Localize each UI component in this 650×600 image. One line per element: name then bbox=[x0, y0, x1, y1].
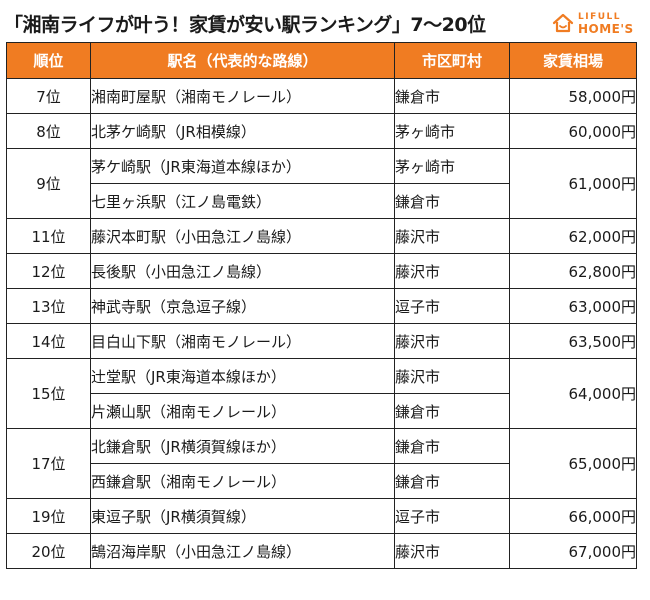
rent-cell: 62,000円 bbox=[509, 218, 637, 254]
city-cell: 逗子市 bbox=[394, 288, 510, 324]
table-row: 12位 長後駅（小田急江ノ島線） 藤沢市 62,800円 bbox=[6, 253, 637, 289]
column-header-city: 市区町村 bbox=[394, 42, 510, 79]
city-cell: 藤沢市 bbox=[394, 218, 510, 254]
rank-cell: 15位 bbox=[6, 358, 91, 429]
column-header-rent: 家賃相場 bbox=[509, 42, 637, 79]
station-cell: 茅ケ崎駅（JR東海道本線ほか） bbox=[90, 148, 395, 184]
city-cell: 藤沢市 bbox=[394, 253, 510, 289]
header: 「湘南ライフが叶う！家賃が安い駅ランキング」7〜20位 LIFULL HOME'… bbox=[0, 0, 650, 46]
table-row: 9位 茅ケ崎駅（JR東海道本線ほか） 茅ヶ崎市 61,000円 bbox=[6, 148, 637, 219]
table-header-row: 順位 駅名（代表的な路線） 市区町村 家賃相場 bbox=[6, 42, 637, 79]
station-cell: 東逗子駅（JR横須賀線） bbox=[90, 498, 395, 534]
column-header-station: 駅名（代表的な路線） bbox=[90, 42, 395, 79]
rent-cell: 63,000円 bbox=[509, 288, 637, 324]
station-cell: 西鎌倉駅（湘南モノレール） bbox=[90, 463, 395, 499]
table-body: 7位 湘南町屋駅（湘南モノレール） 鎌倉市 58,000円 8位 北茅ケ崎駅（JR相模線）… bbox=[6, 78, 637, 569]
rank-cell: 14位 bbox=[6, 323, 91, 359]
city-cell: 茅ヶ崎市 bbox=[394, 148, 510, 184]
table-row: 14位 目白山下駅（湘南モノレール） 藤沢市 63,500円 bbox=[6, 323, 637, 359]
rank-cell: 8位 bbox=[6, 113, 91, 149]
rent-cell: 64,000円 bbox=[509, 358, 637, 429]
station-cell: 片瀬山駅（湘南モノレール） bbox=[90, 393, 395, 429]
logo-text-homes: HOME'S bbox=[578, 22, 634, 36]
city-cell: 鎌倉市 bbox=[394, 78, 510, 114]
rank-cell: 11位 bbox=[6, 218, 91, 254]
table-row: 七里ヶ浜駅（江ノ島電鉄） 鎌倉市 bbox=[7, 183, 637, 219]
city-cell: 逗子市 bbox=[394, 498, 510, 534]
city-cell: 鎌倉市 bbox=[394, 393, 510, 429]
city-cell: 鎌倉市 bbox=[394, 463, 510, 499]
city-cell: 藤沢市 bbox=[394, 358, 510, 394]
city-cell: 藤沢市 bbox=[394, 323, 510, 359]
table-row: 17位 北鎌倉駅（JR横須賀線ほか） 鎌倉市 65,000円 bbox=[6, 428, 637, 499]
rent-cell: 67,000円 bbox=[509, 533, 637, 569]
rent-cell: 62,800円 bbox=[509, 253, 637, 289]
logo-text-lifull: LIFULL bbox=[578, 12, 622, 22]
city-cell: 茅ヶ崎市 bbox=[394, 113, 510, 149]
rank-cell: 20位 bbox=[6, 533, 91, 569]
table-row: 7位 湘南町屋駅（湘南モノレール） 鎌倉市 58,000円 bbox=[6, 78, 637, 114]
station-cell: 北茅ケ崎駅（JR相模線） bbox=[90, 113, 395, 149]
rank-cell: 13位 bbox=[6, 288, 91, 324]
rank-cell: 19位 bbox=[6, 498, 91, 534]
table-row: 8位 北茅ケ崎駅（JR相模線） 茅ヶ崎市 60,000円 bbox=[6, 113, 637, 149]
rent-cell: 63,500円 bbox=[509, 323, 637, 359]
station-cell: 神武寺駅（京急逗子線） bbox=[90, 288, 395, 324]
station-cell: 長後駅（小田急江ノ島線） bbox=[90, 253, 395, 289]
station-cell: 湘南町屋駅（湘南モノレール） bbox=[90, 78, 395, 114]
table-row: 西鎌倉駅（湘南モノレール） 鎌倉市 bbox=[7, 463, 637, 499]
station-cell: 七里ヶ浜駅（江ノ島電鉄） bbox=[90, 183, 395, 219]
table-row: 20位 鵠沼海岸駅（小田急江ノ島線） 藤沢市 67,000円 bbox=[6, 533, 637, 569]
station-cell: 目白山下駅（湘南モノレール） bbox=[90, 323, 395, 359]
page-title: 「湘南ライフが叶う！家賃が安い駅ランキング」7〜20位 bbox=[4, 14, 486, 36]
station-cell: 鵠沼海岸駅（小田急江ノ島線） bbox=[90, 533, 395, 569]
rent-cell: 65,000円 bbox=[509, 428, 637, 499]
column-header-rank: 順位 bbox=[6, 42, 91, 79]
station-cell: 北鎌倉駅（JR横須賀線ほか） bbox=[90, 428, 395, 464]
city-cell: 鎌倉市 bbox=[394, 183, 510, 219]
table-row: 11位 藤沢本町駅（小田急江ノ島線） 藤沢市 62,000円 bbox=[6, 218, 637, 254]
ranking-table: 順位 駅名（代表的な路線） 市区町村 家賃相場 7位 湘南町屋駅（湘南モノレール）… bbox=[6, 42, 637, 569]
station-cell: 辻堂駅（JR東海道本線ほか） bbox=[90, 358, 395, 394]
city-cell: 藤沢市 bbox=[394, 533, 510, 569]
rank-cell: 17位 bbox=[6, 428, 91, 499]
table-row: 片瀬山駅（湘南モノレール） 鎌倉市 bbox=[7, 393, 637, 429]
house-icon bbox=[552, 13, 574, 33]
rent-cell: 58,000円 bbox=[509, 78, 637, 114]
rank-cell: 7位 bbox=[6, 78, 91, 114]
rank-cell: 9位 bbox=[6, 148, 91, 219]
station-cell: 藤沢本町駅（小田急江ノ島線） bbox=[90, 218, 395, 254]
lifull-homes-logo: LIFULL HOME'S bbox=[552, 10, 646, 40]
city-cell: 鎌倉市 bbox=[394, 428, 510, 464]
rent-cell: 60,000円 bbox=[509, 113, 637, 149]
rank-cell: 12位 bbox=[6, 253, 91, 289]
table-row: 19位 東逗子駅（JR横須賀線） 逗子市 66,000円 bbox=[6, 498, 637, 534]
rent-cell: 61,000円 bbox=[509, 148, 637, 219]
table-row: 15位 辻堂駅（JR東海道本線ほか） 藤沢市 64,000円 bbox=[6, 358, 637, 429]
table-row: 13位 神武寺駅（京急逗子線） 逗子市 63,000円 bbox=[6, 288, 637, 324]
rent-cell: 66,000円 bbox=[509, 498, 637, 534]
